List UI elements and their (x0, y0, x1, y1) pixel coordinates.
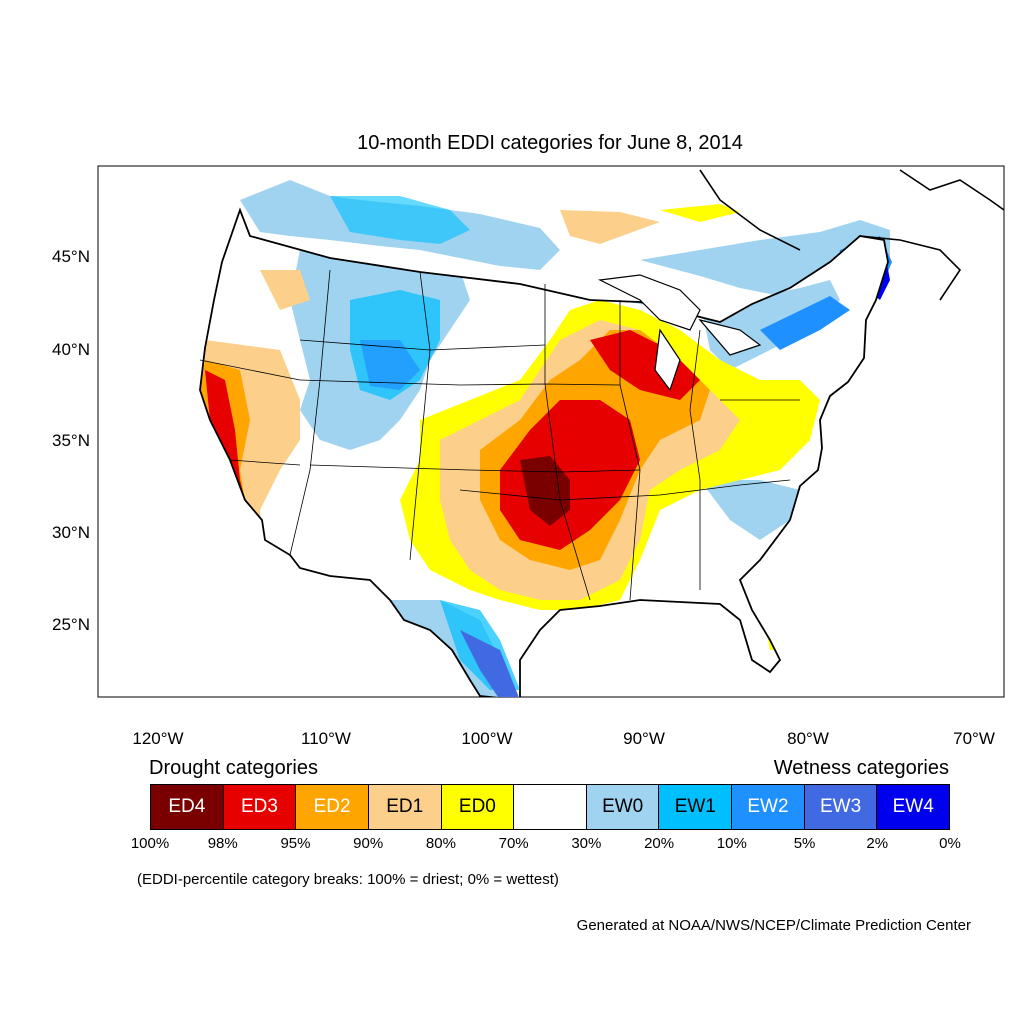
legend-break-label: 5% (793, 835, 816, 852)
wetness-categories-heading: Wetness categories (773, 757, 949, 779)
lon-label: 120°W (132, 729, 184, 748)
legend-break-label: 90% (353, 835, 384, 852)
legend-cell: EW1 (659, 785, 733, 829)
lon-label: 100°W (461, 729, 513, 748)
drought-categories-heading: Drought categories (149, 757, 318, 779)
lat-label: 45°N (52, 247, 90, 266)
legend-cell: ED0 (441, 785, 515, 829)
lon-label: 110°W (301, 729, 351, 748)
legend-cell: EW4 (877, 785, 950, 829)
legend-cell: ED2 (296, 785, 369, 829)
legend-break-label: 0% (939, 835, 961, 852)
canada-coast (699, 169, 1004, 301)
lat-label: 40°N (52, 340, 90, 359)
lon-label: 70°W (953, 729, 995, 748)
legend-cell: ED1 (368, 785, 442, 829)
legend-break-label: 100% (130, 835, 170, 852)
legend-break-label: 20% (644, 835, 675, 852)
legend-break-label: 95% (280, 835, 311, 852)
great-lakes (597, 274, 762, 392)
lat-label: 30°N (52, 523, 90, 542)
legend-break-label: 98% (207, 835, 238, 852)
lon-label: 80°W (787, 729, 829, 748)
legend-break-label: 80% (425, 835, 456, 852)
lat-label: 25°N (52, 615, 90, 634)
legend-break-label: 10% (716, 835, 747, 852)
legend-colorbar: ED4 ED3 ED2 ED1 ED0 EW0 EW1 EW2 EW3 EW4 (150, 784, 950, 830)
legend-cell (514, 785, 587, 829)
legend-break-label: 70% (498, 835, 529, 852)
category-note: (EDDI-percentile category breaks: 100% =… (137, 871, 559, 888)
lon-label: 90°W (623, 729, 665, 748)
legend-cell: EW2 (732, 785, 805, 829)
legend-cell: EW0 (586, 785, 660, 829)
legend-break-label: 2% (866, 835, 889, 852)
legend-break-label: 30% (571, 835, 602, 852)
credit-line: Generated at NOAA/NWS/NCEP/Climate Predi… (576, 917, 971, 934)
lat-label: 35°N (52, 431, 90, 450)
legend-cell: EW3 (804, 785, 878, 829)
legend-cell: ED3 (223, 785, 297, 829)
map-title: 10-month EDDI categories for June 8, 201… (357, 132, 743, 154)
legend-cell: ED4 (151, 785, 224, 829)
